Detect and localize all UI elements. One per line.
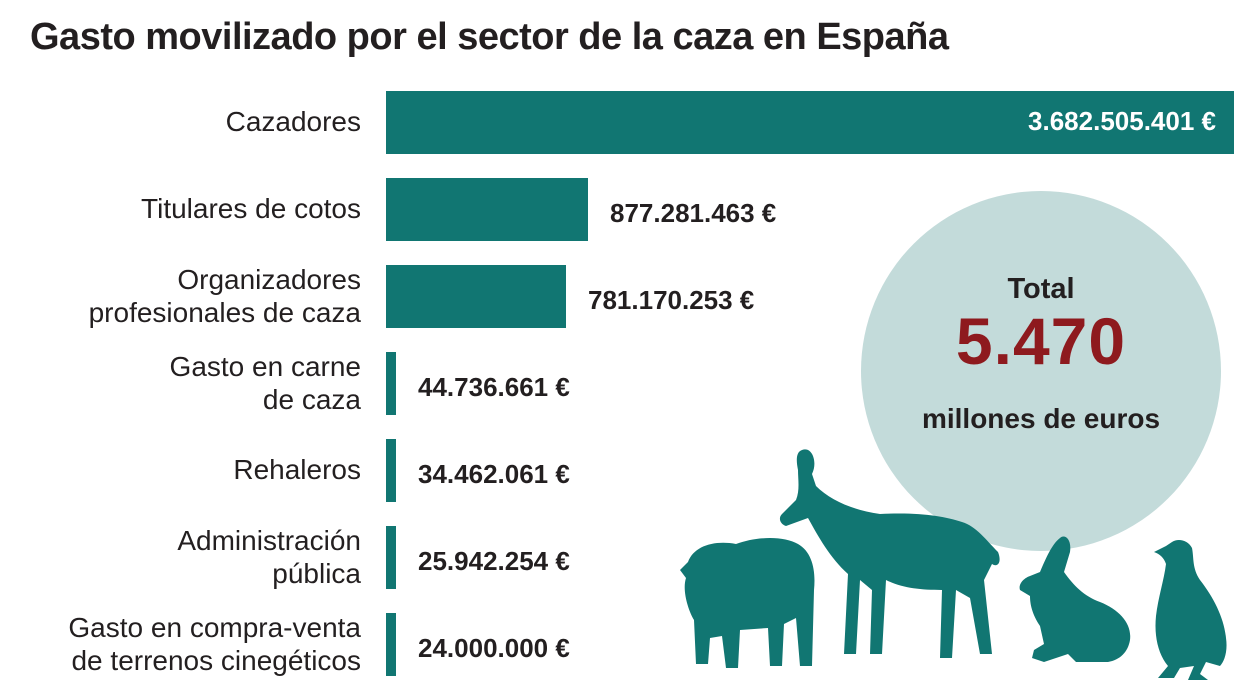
total-label: Total [1007, 273, 1075, 305]
category-label-line: Gasto en carne [169, 350, 361, 382]
category-label-line: profesionales de caza [88, 296, 361, 328]
value-label: 34.462.061 € [418, 459, 570, 489]
category-label: Rehaleros [1, 453, 361, 486]
bar [386, 265, 566, 328]
bar [386, 352, 396, 415]
bar [386, 91, 1234, 154]
value-label: 781.170.253 € [588, 285, 755, 315]
value-label: 44.736.661 € [418, 372, 570, 402]
chart-title: Gasto movilizado por el sector de la caz… [30, 16, 949, 58]
category-label-line: de caza [262, 383, 361, 415]
category-label-line: Cazadores [225, 106, 361, 137]
value-label: 877.281.463 € [610, 198, 777, 228]
category-label-line: pública [272, 557, 361, 589]
game-animals-illustration [680, 449, 1227, 680]
category-label-line: Titulares de cotos [141, 193, 361, 224]
category-label-line: de terrenos cinegéticos [71, 644, 361, 676]
boar-icon [680, 538, 815, 668]
bar [386, 178, 588, 241]
value-label: 25.942.254 € [418, 546, 570, 576]
total-value: 5.470 [955, 304, 1127, 378]
total-unit: millones de euros [921, 403, 1161, 434]
category-label: Cazadores [1, 105, 361, 138]
category-label-line: Gasto en compra-venta [68, 611, 361, 643]
value-label: 3.682.505.401 € [1028, 106, 1216, 136]
category-label: Titulares de cotos [1, 192, 361, 225]
category-label: Organizadores profesionales de caza [1, 263, 361, 329]
total-circle: Total 5.470 millones de euros [861, 191, 1221, 551]
bar [386, 439, 396, 502]
category-label-line: Rehaleros [233, 454, 361, 485]
category-label: Gasto en carne de caza [1, 350, 361, 416]
category-label: Gasto en compra-venta de terrenos cinegét… [1, 611, 361, 677]
bar [386, 613, 396, 676]
category-label-line: Organizadores [177, 263, 361, 295]
bar [386, 526, 396, 589]
value-label: 24.000.000 € [418, 633, 570, 663]
partridge-icon [1154, 540, 1227, 680]
rabbit-icon [1019, 536, 1131, 662]
chamois-icon [779, 449, 1000, 658]
category-label-line: Administración [177, 524, 361, 556]
category-label: Administración pública [1, 524, 361, 590]
